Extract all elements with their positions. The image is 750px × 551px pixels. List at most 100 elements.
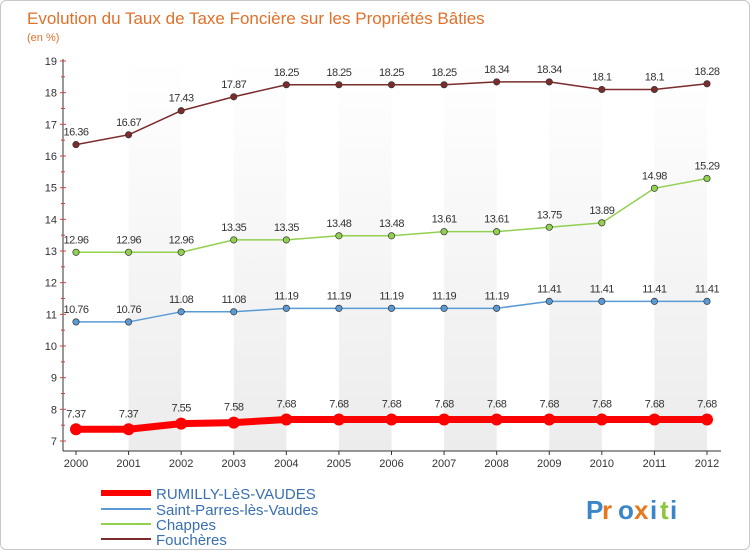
- x-tick-label: 2009: [537, 458, 561, 470]
- data-point: [545, 223, 553, 231]
- data-point: [650, 297, 658, 305]
- data-point: [387, 81, 396, 89]
- y-tick-label: 10: [45, 341, 57, 353]
- data-label: 10.76: [63, 304, 88, 316]
- data-point: [387, 232, 396, 240]
- data-label: 11.19: [485, 290, 510, 302]
- data-point: [125, 318, 133, 326]
- data-label: 13.35: [274, 222, 299, 234]
- x-tick-label: 2004: [274, 458, 298, 470]
- x-tick-label: 2000: [64, 458, 88, 470]
- plot-band: [128, 59, 182, 451]
- y-tick-label: 8: [51, 404, 57, 416]
- data-label: 18.1: [592, 72, 612, 84]
- data-point: [438, 413, 451, 426]
- x-tick-label: 2002: [169, 458, 193, 470]
- brand-letter: i: [650, 495, 657, 525]
- brand-letter: r: [602, 495, 612, 525]
- series-layer: [70, 78, 713, 436]
- data-label: 18.25: [326, 67, 351, 79]
- plot-band: [654, 59, 707, 451]
- x-tick-label: 2011: [643, 458, 667, 470]
- legend-label-foucheres: Fouchères: [156, 532, 227, 549]
- data-label: 7.37: [66, 408, 86, 420]
- plot-band: [549, 59, 602, 451]
- y-tick-label: 17: [45, 119, 57, 131]
- x-tick-label: 2001: [116, 458, 140, 470]
- data-label: 12.96: [63, 234, 88, 246]
- data-label: 7.68: [434, 398, 454, 410]
- data-label: 12.96: [169, 234, 194, 246]
- data-label: 13.48: [379, 218, 404, 230]
- legend-label-saint-parres: Saint-Parres-lès-Vaudes: [156, 502, 318, 519]
- data-label: 7.68: [540, 398, 560, 410]
- y-tick-label: 13: [45, 246, 57, 258]
- data-label: 7.68: [487, 398, 507, 410]
- data-point: [440, 228, 448, 236]
- data-label: 13.89: [589, 205, 614, 217]
- y-tick-label: 11: [46, 309, 57, 321]
- data-point: [703, 174, 711, 183]
- data-point: [545, 78, 553, 86]
- plot-band: [444, 59, 497, 451]
- data-label: 11.08: [222, 294, 247, 306]
- data-label: 13.61: [484, 214, 509, 226]
- data-label: 13.35: [221, 222, 246, 234]
- data-point: [701, 413, 713, 426]
- data-label: 10.76: [116, 304, 141, 316]
- x-tick-label: 2007: [432, 458, 456, 470]
- data-label: 13.61: [432, 214, 457, 226]
- data-point: [335, 304, 343, 312]
- data-point: [125, 131, 133, 139]
- chart-title: Evolution du Taux de Taxe Foncière sur l…: [27, 9, 485, 28]
- data-label: 7.68: [592, 398, 612, 410]
- data-point: [335, 232, 343, 240]
- data-point: [230, 236, 238, 244]
- data-label: 11.19: [327, 290, 352, 302]
- data-point: [230, 308, 238, 316]
- data-label: 11.41: [642, 283, 667, 295]
- data-point: [490, 413, 503, 426]
- plot-band: [338, 59, 392, 451]
- data-point: [543, 413, 556, 426]
- data-point: [122, 423, 135, 436]
- data-label: 16.67: [116, 117, 141, 129]
- data-point: [648, 413, 661, 426]
- data-label: 12.96: [116, 234, 141, 246]
- data-label: 11.19: [379, 290, 404, 302]
- data-label: 7.68: [697, 398, 717, 410]
- data-point: [650, 85, 658, 94]
- data-point: [703, 297, 711, 305]
- x-tick-label: 2003: [222, 458, 246, 470]
- plot-background: [63, 59, 721, 451]
- y-tick-label: 18: [45, 88, 57, 100]
- y-tick-label: 7: [51, 436, 57, 448]
- data-label: 18.25: [274, 67, 299, 79]
- data-point: [335, 81, 343, 89]
- data-point: [493, 304, 501, 312]
- data-point: [650, 184, 658, 192]
- data-label: 11.08: [169, 294, 194, 306]
- data-point: [598, 85, 606, 94]
- data-point: [280, 413, 293, 426]
- data-point: [332, 413, 345, 426]
- y-tick-label: 12: [45, 278, 57, 290]
- data-label: 7.68: [329, 398, 349, 410]
- data-label: 17.87: [221, 79, 246, 91]
- data-label: 18.1: [645, 72, 665, 84]
- brand-logo: Pr o x i t i: [586, 495, 677, 525]
- data-label: 18.25: [432, 67, 457, 79]
- data-point: [70, 423, 82, 436]
- data-label: 13.75: [537, 209, 562, 221]
- data-point: [440, 81, 448, 89]
- data-label: 13.48: [326, 218, 351, 230]
- data-label: 18.25: [379, 67, 404, 79]
- y-tick-label: 19: [45, 56, 57, 68]
- data-point: [282, 236, 290, 244]
- brand-letter: x: [634, 495, 649, 525]
- data-point: [177, 107, 185, 115]
- plot-band: [233, 59, 287, 451]
- data-point: [72, 141, 80, 149]
